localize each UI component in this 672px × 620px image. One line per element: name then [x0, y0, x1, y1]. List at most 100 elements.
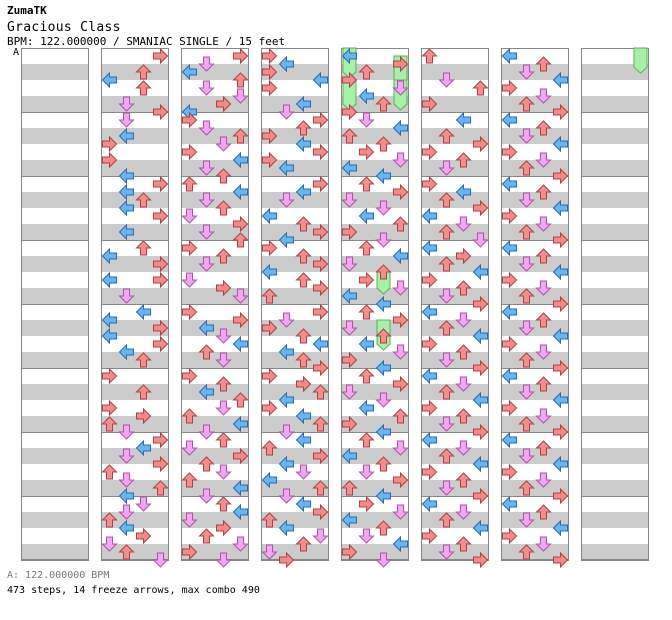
beat-stripe [261, 80, 329, 96]
left-arrow [501, 175, 517, 193]
beat-stripe [341, 464, 409, 480]
right-arrow [422, 271, 438, 289]
right-arrow [553, 295, 569, 313]
right-arrow [313, 175, 329, 193]
down-arrow [118, 288, 135, 304]
beat-stripe [101, 256, 169, 272]
up-arrow [215, 376, 232, 392]
beat-stripe [21, 272, 89, 288]
up-arrow [215, 496, 232, 512]
right-arrow [262, 63, 278, 81]
beat-stripe [341, 128, 409, 144]
beat-stripe [181, 512, 249, 528]
left-arrow [552, 199, 568, 217]
right-arrow [233, 311, 249, 329]
up-arrow [455, 408, 472, 424]
left-arrow [261, 207, 277, 225]
left-arrow [472, 391, 488, 409]
left-arrow [232, 335, 248, 353]
beat-stripe [581, 160, 649, 176]
left-arrow [501, 495, 517, 513]
up-arrow [375, 456, 392, 472]
beat-stripe [261, 464, 329, 480]
beat-stripe [101, 48, 169, 64]
right-arrow [136, 407, 152, 425]
beat-stripe [21, 432, 89, 448]
right-arrow [456, 247, 472, 265]
up-arrow [181, 472, 198, 488]
left-arrow [455, 111, 471, 129]
right-arrow [182, 143, 198, 161]
up-arrow [358, 64, 375, 80]
right-arrow [502, 271, 518, 289]
beat-stripe [581, 48, 649, 64]
right-arrow [233, 447, 249, 465]
left-arrow [101, 71, 117, 89]
beat-stripe [581, 64, 649, 80]
up-arrow [232, 128, 249, 144]
beat-stripe [341, 208, 409, 224]
right-arrow [313, 359, 329, 377]
up-arrow [375, 96, 392, 112]
beat-stripe [101, 496, 169, 512]
beat-stripe [181, 464, 249, 480]
right-arrow [262, 239, 278, 257]
right-arrow [216, 519, 232, 537]
right-arrow [262, 79, 278, 97]
beat-stripe [21, 352, 89, 368]
right-arrow [473, 295, 489, 313]
column-border [501, 48, 569, 560]
up-arrow [518, 288, 535, 304]
beat-stripe [501, 240, 569, 256]
left-arrow [501, 431, 517, 449]
up-arrow [135, 352, 152, 368]
right-arrow [473, 199, 489, 217]
beat-stripe [341, 416, 409, 432]
up-arrow [358, 432, 375, 448]
up-arrow [392, 216, 409, 232]
beat-stripe [101, 400, 169, 416]
up-arrow [295, 248, 312, 264]
down-arrow [341, 192, 358, 208]
beat-stripe [581, 528, 649, 544]
up-arrow [518, 224, 535, 240]
beat-stripe [421, 256, 489, 272]
down-arrow [198, 424, 215, 440]
beat-stripe [341, 336, 409, 352]
right-arrow [393, 375, 409, 393]
beat-stripe [181, 320, 249, 336]
left-arrow [295, 95, 311, 113]
right-arrow [182, 543, 198, 561]
left-arrow [118, 167, 134, 185]
beat-stripe [501, 256, 569, 272]
beat-stripe [101, 64, 169, 80]
beat-stripe [581, 416, 649, 432]
left-arrow [181, 63, 197, 81]
up-arrow [295, 352, 312, 368]
beat-stripe [581, 304, 649, 320]
beat-stripe [341, 64, 409, 80]
beat-stripe [341, 112, 409, 128]
left-arrow [232, 415, 248, 433]
left-arrow [341, 511, 357, 529]
beat-stripe [501, 480, 569, 496]
beat-stripe [341, 240, 409, 256]
down-arrow [535, 408, 552, 424]
beat-stripe [21, 368, 89, 384]
beat-stripe [21, 96, 89, 112]
down-arrow [438, 352, 455, 368]
bpm-summary: A: 122.000000 BPM [7, 570, 110, 581]
up-arrow [215, 432, 232, 448]
down-arrow [135, 496, 152, 512]
beat-stripe [581, 480, 649, 496]
beat-stripe [421, 208, 489, 224]
down-arrow [312, 528, 329, 544]
beat-stripe [21, 192, 89, 208]
up-arrow [101, 416, 118, 432]
beat-stripe [21, 448, 89, 464]
left-arrow [232, 503, 248, 521]
beat-stripe [21, 304, 89, 320]
up-arrow [358, 176, 375, 192]
beat-stripe [501, 528, 569, 544]
down-arrow [358, 112, 375, 128]
